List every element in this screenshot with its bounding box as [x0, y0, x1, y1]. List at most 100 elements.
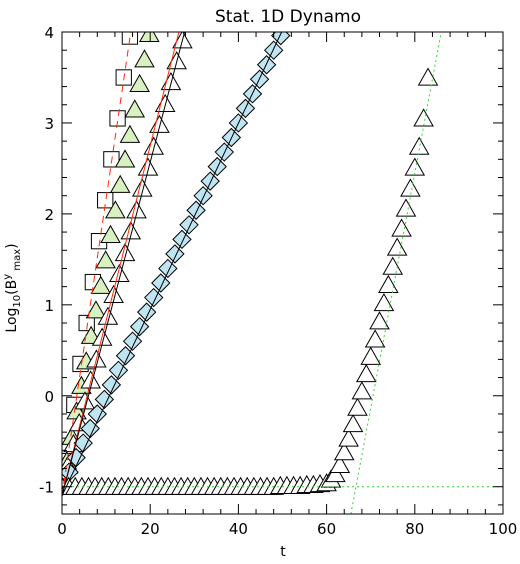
y-label-part: 10 [12, 295, 23, 308]
data-point-triangle [404, 157, 426, 176]
data-point-triangle [391, 218, 412, 237]
y-label-part: y [2, 274, 13, 280]
data-point-triangle [369, 311, 390, 330]
data-point-triangle [329, 454, 351, 474]
data-point-triangle [364, 329, 386, 348]
data-point-triangle [119, 124, 141, 143]
y-tick-label: 1 [44, 297, 54, 315]
data-point-diamond [158, 258, 178, 279]
x-tick-label: 60 [317, 520, 336, 538]
data-point-triangle [347, 397, 368, 416]
data-point-triangle [395, 198, 417, 217]
x-tick-label: 0 [57, 520, 67, 538]
reference-line-3 [62, 32, 283, 497]
data-point-triangle [109, 263, 130, 283]
reference-line-0 [62, 32, 132, 496]
data-point-square [103, 151, 120, 168]
reference-lines-layer [62, 32, 503, 514]
data-point-triangle [386, 237, 408, 256]
data-point-triangle [325, 463, 346, 483]
data-point-triangle [90, 275, 112, 294]
data-point-triangle [378, 274, 399, 293]
tick-labels-layer: 0 20 40 60 80 100 -1 0 1 2 3 4 [39, 24, 517, 538]
data-point-triangle [120, 221, 142, 240]
series-3 [62, 32, 291, 497]
data-point-diamond [179, 215, 199, 235]
data-point-triangle [97, 306, 119, 325]
data-point-triangle [129, 73, 150, 92]
data-point-diamond [200, 171, 220, 191]
data-point-triangle [413, 108, 434, 127]
y-label-part: max [12, 249, 23, 274]
data-point-triangle [143, 136, 165, 155]
data-point-triangle [160, 72, 182, 91]
data-point-diamond [271, 32, 291, 46]
y-tick-label: -1 [39, 479, 54, 497]
y-label-part: Log [4, 308, 20, 333]
data-point-triangle [373, 292, 395, 312]
data-point-diamond [87, 404, 107, 424]
data-point-diamond [108, 360, 129, 381]
series-layer [62, 32, 439, 497]
data-point-triangle [333, 442, 355, 461]
data-point-diamond [94, 389, 115, 410]
data-point-diamond [186, 200, 206, 220]
data-point-diamond [165, 244, 185, 264]
y-tick-label: 0 [44, 388, 54, 406]
x-tick-label: 20 [141, 520, 160, 538]
plot-frame [61, 31, 504, 515]
data-point-triangle [114, 242, 136, 262]
data-point-diamond [193, 185, 213, 206]
data-point-triangle [131, 178, 153, 197]
data-point-triangle [338, 428, 359, 447]
y-label-part: (B [4, 280, 20, 295]
series-4 [62, 67, 439, 495]
data-point-triangle [351, 381, 373, 400]
x-axis-label: t [280, 544, 286, 560]
data-point-triangle [360, 346, 382, 365]
data-point-triangle [417, 67, 439, 86]
x-tick-label: 80 [405, 520, 424, 538]
data-point-diamond [80, 418, 100, 439]
data-point-triangle [126, 200, 147, 219]
data-point-triangle [154, 93, 176, 112]
data-point-triangle [100, 224, 121, 243]
y-label-part: ) [4, 243, 20, 248]
data-point-square [121, 32, 139, 45]
data-point-diamond [101, 375, 122, 395]
data-point-triangle [134, 49, 155, 68]
data-point-triangle [400, 178, 421, 197]
data-point-diamond [207, 156, 227, 177]
data-point-triangle [95, 250, 116, 269]
data-point-triangle [342, 413, 364, 433]
axes-layer [61, 31, 504, 515]
data-point-triangle [408, 136, 430, 155]
y-tick-label: 2 [44, 206, 54, 224]
series-1 [62, 32, 160, 495]
reference-line-1 [62, 32, 180, 496]
data-point-triangle [109, 174, 131, 193]
data-point-triangle [149, 114, 170, 133]
data-point-triangle [139, 32, 160, 42]
data-point-triangle [124, 99, 146, 118]
data-point-diamond [263, 40, 284, 60]
data-point-square [97, 192, 114, 209]
data-point-triangle [114, 149, 136, 168]
data-point-diamond [172, 229, 192, 250]
reference-line-2 [62, 32, 186, 496]
data-point-triangle [137, 157, 159, 176]
x-tick-label: 100 [489, 520, 518, 538]
data-point-triangle [355, 363, 377, 383]
reference-line-5 [350, 32, 442, 514]
y-axis-label: Log10(By max) [2, 243, 23, 332]
y-tick-label: 3 [44, 115, 54, 133]
chart-title: Stat. 1D Dynamo [215, 7, 361, 27]
y-tick-label: 4 [44, 24, 54, 42]
data-point-triangle [85, 300, 107, 319]
data-point-triangle [382, 256, 404, 275]
x-tick-label: 40 [229, 520, 248, 538]
data-point-square [109, 110, 126, 127]
data-point-triangle [105, 200, 126, 219]
